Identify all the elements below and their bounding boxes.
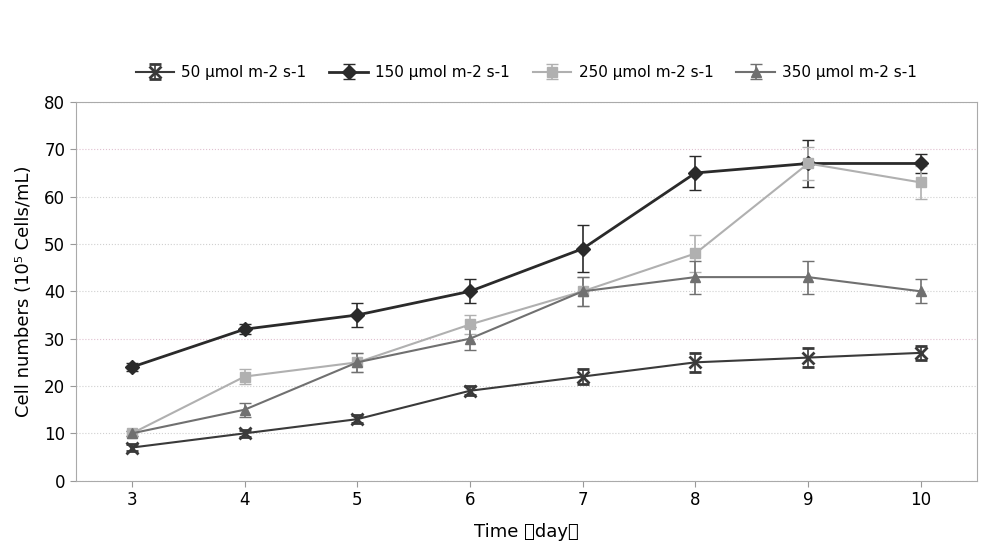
Legend: 50 μmol m-2 s-1, 150 μmol m-2 s-1, 250 μmol m-2 s-1, 350 μmol m-2 s-1: 50 μmol m-2 s-1, 150 μmol m-2 s-1, 250 μ…	[131, 61, 922, 85]
Y-axis label: Cell numbers (10⁵ Cells/mL): Cell numbers (10⁵ Cells/mL)	[15, 166, 33, 417]
X-axis label: Time （day）: Time （day）	[474, 523, 579, 541]
